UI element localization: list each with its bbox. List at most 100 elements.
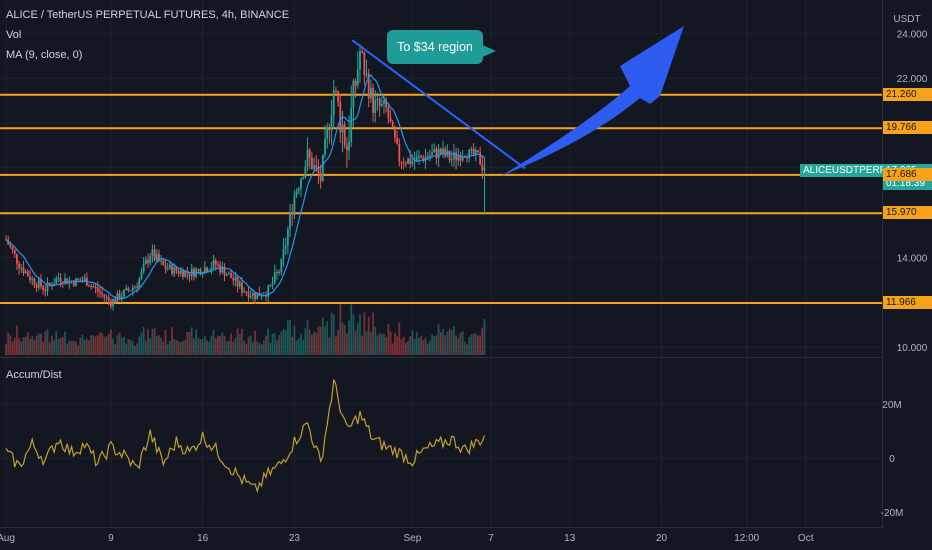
price-axis[interactable]: 24.000 22.000 14.000 10.000 <box>897 29 928 354</box>
candle-body <box>271 282 274 285</box>
volume-bar <box>147 329 149 355</box>
candle-body <box>20 267 23 269</box>
volume-bar <box>442 329 444 355</box>
candle-body <box>184 271 187 277</box>
volume-bar <box>286 320 289 355</box>
volume-bar <box>356 322 359 355</box>
volume-bar <box>295 340 298 355</box>
volume-bar <box>77 345 80 355</box>
volume-bar <box>219 336 222 355</box>
trend-line[interactable] <box>351 39 526 170</box>
volume-bar <box>468 336 471 355</box>
candle-body <box>243 291 246 293</box>
volume-bar <box>90 335 93 355</box>
volume-bar <box>81 334 84 355</box>
volume-bar <box>461 331 464 355</box>
candle-body <box>177 271 180 274</box>
candle-body <box>315 165 318 168</box>
volume-bar <box>249 335 252 355</box>
volume-bar <box>46 329 49 355</box>
candle-body <box>267 286 270 297</box>
candle-body <box>29 276 31 281</box>
candle-body <box>369 87 372 99</box>
candle-body <box>348 141 350 151</box>
volume-bar <box>400 339 403 355</box>
candle-body <box>470 149 473 151</box>
candle-body <box>138 278 141 288</box>
candle-body <box>439 148 442 155</box>
candle-body <box>129 290 132 292</box>
volume-bar <box>291 336 294 355</box>
time-tick-label: 13 <box>564 533 576 544</box>
candle-body <box>431 152 433 156</box>
ma-legend[interactable]: MA (9, close, 0) <box>6 49 83 61</box>
candle-body <box>396 137 399 144</box>
candle-body <box>302 177 305 179</box>
volume-bar <box>24 336 27 355</box>
candle-body <box>96 287 99 292</box>
candle-body <box>125 288 128 291</box>
volume-bar <box>278 335 281 355</box>
volume-bar <box>409 336 412 355</box>
volume-bar <box>317 326 320 355</box>
candle-body <box>276 271 278 273</box>
candle-body <box>223 266 226 276</box>
volume-bar <box>166 344 169 355</box>
candle-body <box>455 152 458 161</box>
volume-bar <box>26 332 29 355</box>
volume-bar <box>269 342 272 355</box>
candle-body <box>483 168 486 171</box>
candle-body <box>149 256 152 264</box>
volume-bar <box>123 336 125 355</box>
candle-body <box>409 158 412 165</box>
time-tick-label: 12:00 <box>734 533 759 544</box>
volume-bar <box>175 339 178 355</box>
time-tick-label: 16 <box>197 533 209 544</box>
candle-body <box>269 284 272 287</box>
candle-body <box>363 52 366 75</box>
accum-dist-legend[interactable]: Accum/Dist <box>6 369 62 381</box>
candle-body <box>59 277 62 282</box>
candle-body <box>461 156 464 161</box>
volume-legend[interactable]: Vol <box>6 29 22 41</box>
candle-body <box>367 73 370 99</box>
candle-body <box>380 103 383 106</box>
volume-bar <box>184 339 187 355</box>
candle-body <box>26 271 29 277</box>
volume-bar <box>199 339 202 355</box>
candle-body <box>398 143 401 162</box>
volume-bar <box>271 333 274 355</box>
candle-body <box>94 286 97 288</box>
volume-bar <box>332 314 335 355</box>
volume-bar <box>48 342 51 355</box>
accum-axis[interactable]: 20M 0 -20M <box>881 400 904 519</box>
volume-bar <box>407 341 409 355</box>
volume-bar <box>223 336 226 355</box>
volume-bar <box>243 340 246 355</box>
level-lines[interactable] <box>0 93 882 304</box>
currency-label: USDT <box>893 14 920 25</box>
volume-bar <box>177 341 180 355</box>
candle-body <box>289 212 291 230</box>
volume-bar <box>179 342 182 355</box>
up-arrow-drawing[interactable] <box>501 26 684 176</box>
volume-bar <box>142 326 145 355</box>
candle-body <box>9 244 12 247</box>
candle-body <box>77 278 80 280</box>
candle-body <box>286 229 289 246</box>
candle-body <box>428 155 431 157</box>
volume-bar <box>369 332 372 355</box>
volume-bar <box>230 333 232 355</box>
candle-body <box>260 296 263 298</box>
candle-body <box>241 282 243 293</box>
volume-bar <box>31 336 34 355</box>
volume-bar <box>70 341 73 355</box>
chart-title[interactable]: ALICE / TetherUS PERPETUAL FUTURES, 4h, … <box>6 9 290 21</box>
price-target-callout[interactable]: To $34 region <box>387 30 483 64</box>
volume-bar <box>439 332 442 355</box>
candle-body <box>236 277 239 287</box>
volume-bar <box>466 344 468 355</box>
volume-bar <box>426 343 429 355</box>
